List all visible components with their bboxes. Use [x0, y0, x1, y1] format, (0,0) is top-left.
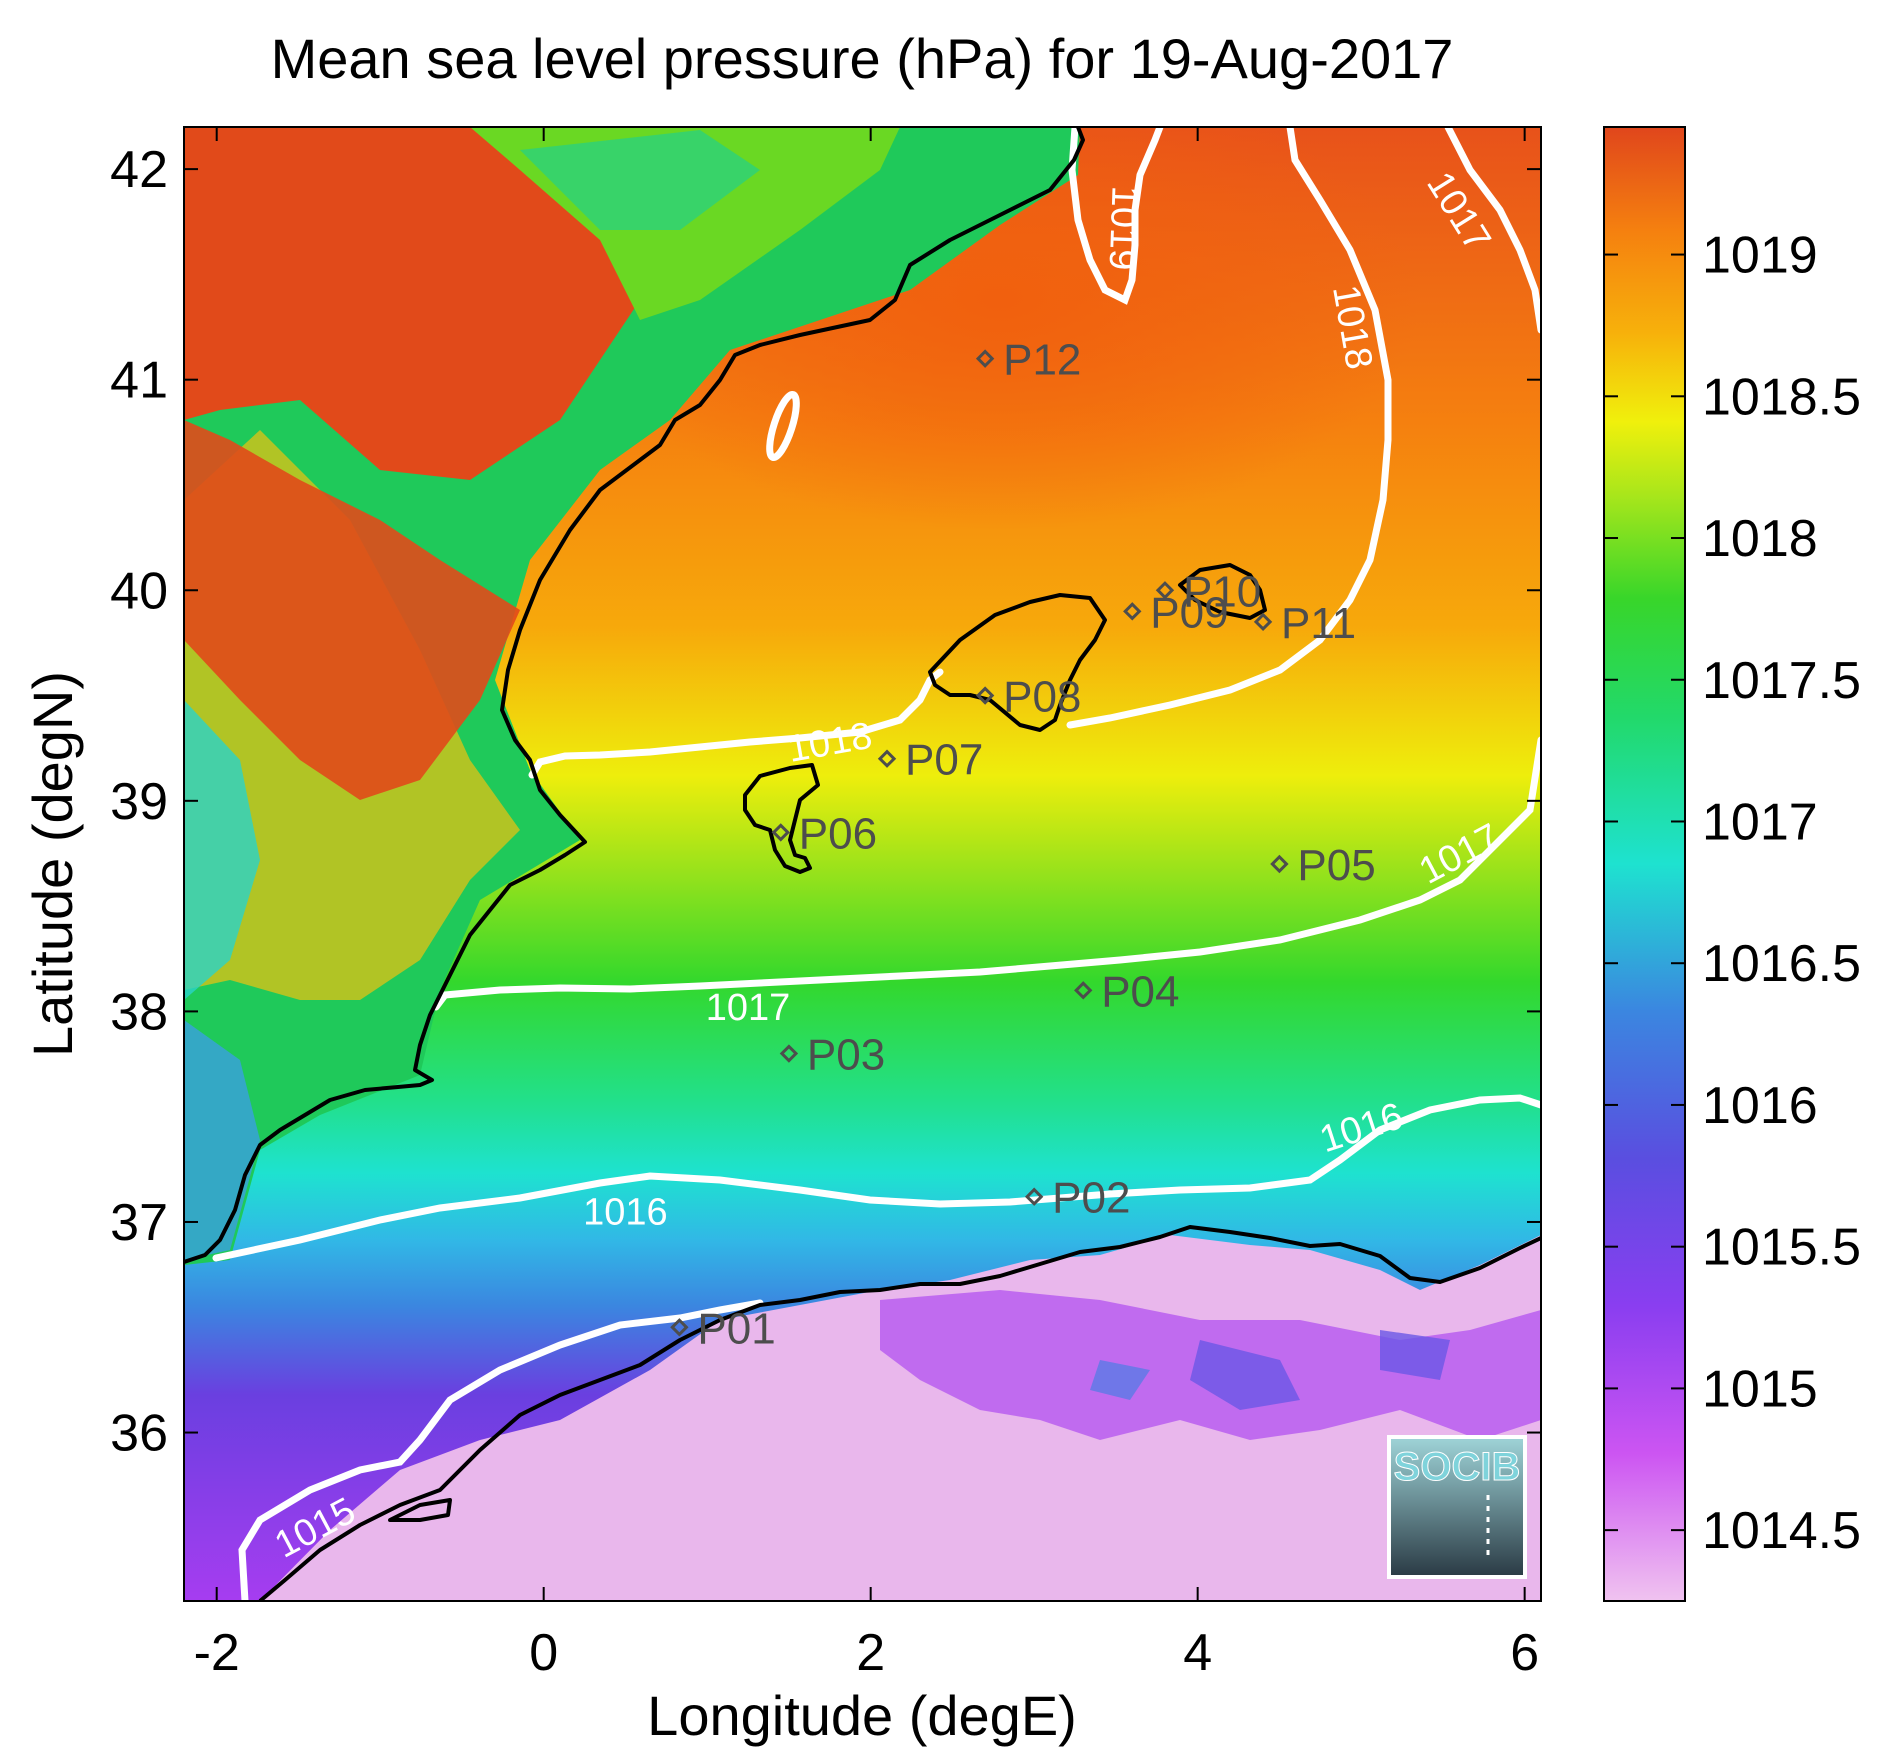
isobar-1015	[238, 1299, 764, 1601]
isobar-1017-northeast	[1444, 127, 1541, 334]
isobar-1017-south	[432, 736, 1541, 1011]
colorbar-gradient	[1603, 126, 1686, 1602]
station-marker	[1253, 612, 1273, 632]
small-island-coastline	[388, 1498, 452, 1522]
station-label: P02	[1052, 1174, 1130, 1223]
station-label: P05	[1297, 841, 1375, 890]
x-axis-label: Longitude (degE)	[647, 1684, 1077, 1747]
y-tick-label: 42	[110, 141, 168, 199]
colorbar-tick-label: 1019	[1702, 227, 1818, 285]
socib-logo-text: SOCIB	[1394, 1445, 1521, 1489]
map-frame	[183, 126, 1542, 1602]
x-tick-label: 6	[1510, 1624, 1539, 1682]
station-label: P08	[1003, 673, 1081, 722]
colorbar-tick-label: 1015.5	[1702, 1219, 1861, 1277]
station-label: P07	[905, 736, 983, 785]
iberia-land	[184, 127, 1080, 1265]
station-marker	[1270, 854, 1289, 874]
colorbar-tick-label: 1017.5	[1702, 652, 1861, 710]
menorca-coastline	[1178, 563, 1267, 620]
y-tick-label: 36	[110, 1405, 168, 1463]
station-marker	[877, 749, 897, 768]
station-marker	[779, 1044, 799, 1063]
x-tick-label: 0	[529, 1624, 558, 1682]
station-label: P12	[1003, 336, 1081, 385]
isobar-label: 1017	[706, 987, 791, 1029]
iberia-coastline	[184, 127, 1085, 1264]
colorbar-tick-label: 1016	[1702, 1077, 1818, 1135]
mallorca-coastline	[928, 593, 1107, 732]
station-label: P10	[1183, 567, 1261, 616]
station-marker	[975, 349, 995, 368]
ibiza-coastline	[743, 763, 820, 874]
isobar-1018	[528, 127, 1392, 779]
isobar-label: 1019	[1101, 185, 1146, 271]
station-label: P03	[807, 1031, 885, 1080]
station-marker	[975, 686, 995, 705]
station-marker	[1123, 602, 1142, 621]
y-tick-label: 39	[110, 773, 168, 831]
colorbar-ticks: 1014.5 1015 1015.5 1016 1016.5 1017 1017.5 1018…	[1604, 227, 1861, 1560]
isobar-contours	[212, 127, 1541, 1601]
colorbar-tick-label: 1017	[1702, 793, 1818, 851]
chart-title: Mean sea level pressure (hPa) for 19-Aug…	[271, 27, 1454, 90]
colorbar-tick-label: 1018.5	[1702, 368, 1861, 426]
y-axis-label: Latitude (degN)	[21, 671, 84, 1057]
y-tick-label: 41	[110, 352, 168, 410]
isobar-1019-small-loop	[766, 390, 800, 462]
x-axis: -2 0 2 4 6	[194, 127, 1539, 1682]
colorbar-tick-label: 1016.5	[1702, 935, 1861, 993]
x-tick-label: 2	[856, 1624, 885, 1682]
coastlines	[184, 127, 1541, 1601]
isobar-1016	[212, 1094, 1541, 1262]
station-label: P11	[1281, 599, 1356, 648]
colorbar: 1014.5 1015 1015.5 1016 1016.5 1017 1017.5 1018…	[1603, 126, 1861, 1602]
x-tick-label: -2	[194, 1624, 240, 1682]
y-tick-label: 37	[110, 1194, 168, 1252]
north-africa-land	[260, 1235, 1541, 1601]
station-marker	[1155, 581, 1175, 600]
station-label: P01	[697, 1304, 775, 1353]
colorbar-tick-label: 1014.5	[1702, 1502, 1861, 1560]
station-marker	[670, 1318, 689, 1337]
socib-logo: SOCIB	[1387, 1435, 1527, 1579]
africa-coastline	[258, 1225, 1541, 1601]
station-label: P04	[1101, 967, 1179, 1016]
y-axis: 36 37 38 39 40 41 42	[110, 141, 1541, 1463]
y-tick-label: 40	[110, 562, 168, 620]
isobar-1019	[1068, 127, 1164, 305]
y-tick-label: 38	[110, 983, 168, 1041]
station-label: P06	[799, 809, 877, 858]
station-marker	[771, 823, 790, 842]
colorbar-tick-label: 1015	[1702, 1360, 1818, 1418]
station-marker	[1024, 1187, 1044, 1206]
x-tick-label: 4	[1183, 1624, 1212, 1682]
colorbar-tick-label: 1018	[1702, 510, 1818, 568]
isobar-label: 1016	[583, 1191, 668, 1233]
station-marker	[1074, 981, 1093, 1000]
